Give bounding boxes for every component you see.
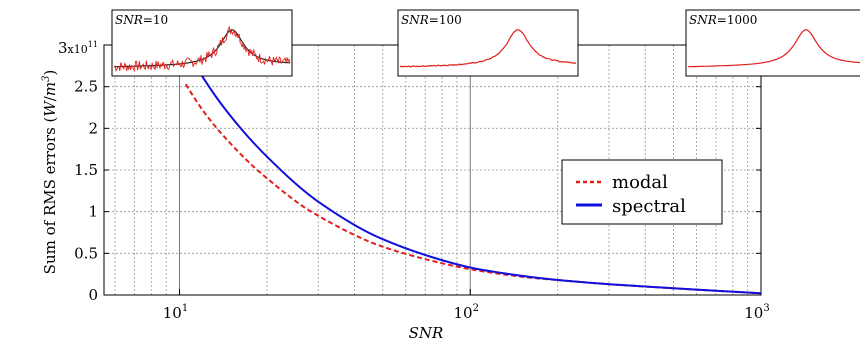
y-multiplier-base: 3 — [58, 39, 68, 57]
inset-snr-100-signal — [399, 29, 577, 68]
y-tick-label: 2 — [88, 119, 98, 137]
y-multiplier: 3x1011 — [58, 39, 98, 57]
y-tick-label: 1.5 — [74, 161, 98, 179]
x-axis-label: SNR — [409, 324, 444, 342]
x-tick-label: 101 — [163, 303, 188, 322]
legend-label-modal: modal — [612, 172, 668, 193]
y-tick-label: 0 — [88, 286, 98, 304]
y-tick-label: 2.5 — [74, 78, 98, 96]
inset-snr-1000: SNR=1000 — [685, 9, 860, 77]
x-tick-label: 102 — [454, 303, 479, 322]
series-spectral-line — [190, 56, 762, 295]
y-multiplier-exp: 11 — [88, 40, 98, 49]
x-tick-label: 103 — [744, 303, 769, 322]
inset-snr-10-label: SNR=10 — [115, 13, 168, 27]
series-modal-line — [184, 83, 762, 295]
inset-snr-100: SNR=100 — [397, 9, 579, 77]
y-axis-label: Sum of RMS errors (W/m3) — [41, 70, 59, 275]
inset-snr-10-signal — [113, 26, 291, 73]
y-tick-label: 1 — [88, 203, 98, 221]
legend: modal spectral — [561, 159, 723, 225]
inset-snr-100-label: SNR=100 — [401, 13, 462, 27]
y-tick-label: 0.5 — [74, 244, 98, 262]
y-multiplier-x10: x10 — [68, 43, 88, 56]
legend-box — [561, 159, 723, 225]
ticks: 0 0.5 1 1.5 2 2.5 101 102 103 — [74, 44, 770, 322]
insets: SNR=10 SNR=100 SNR=1000 — [111, 9, 860, 77]
inset-snr-1000-signal — [688, 29, 860, 68]
series-layer — [184, 56, 762, 295]
inset-snr-1000-label: SNR=1000 — [689, 13, 757, 27]
legend-label-spectral: spectral — [612, 196, 686, 217]
inset-snr-10: SNR=10 — [111, 9, 293, 77]
